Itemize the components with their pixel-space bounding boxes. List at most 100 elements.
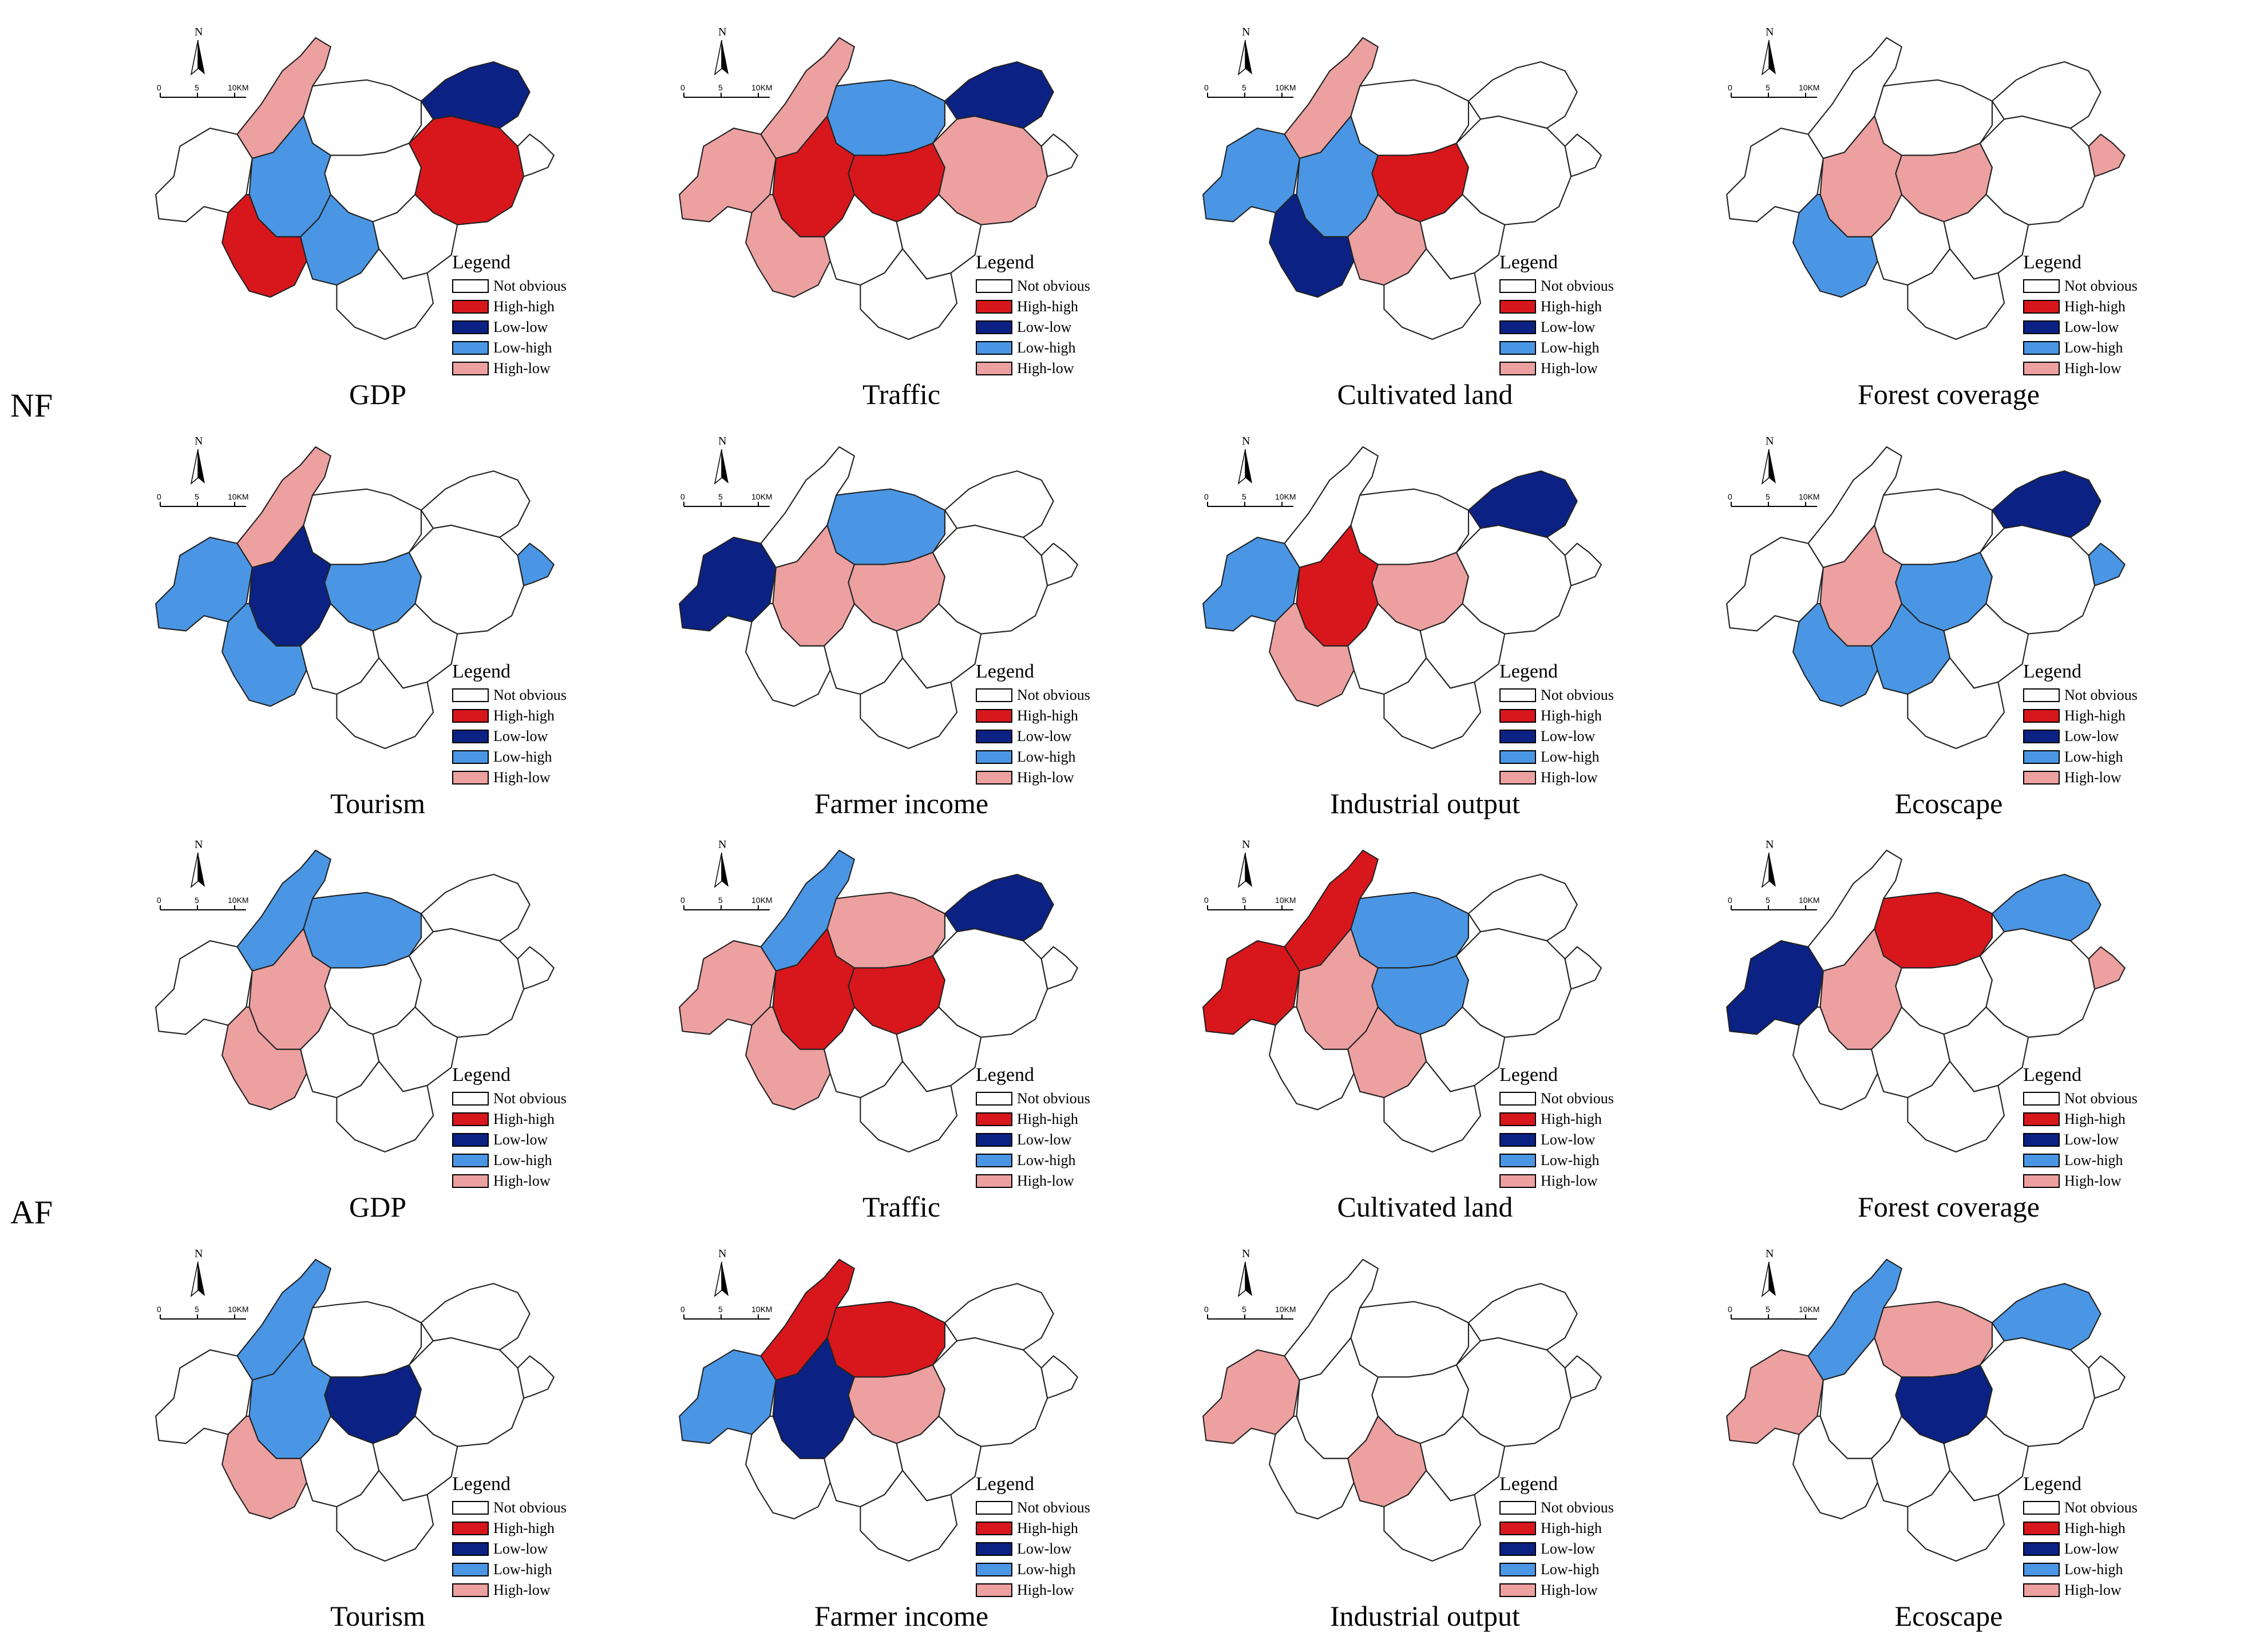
scale-label-5: 5 bbox=[1242, 1305, 1246, 1314]
district-map bbox=[1726, 1258, 2126, 1562]
legend-swatch bbox=[1499, 341, 1536, 355]
district-region bbox=[336, 248, 434, 340]
district-region bbox=[1874, 488, 1993, 565]
legend-item: Low-high bbox=[2023, 338, 2138, 358]
panel-title: Traffic bbox=[862, 378, 941, 410]
district-region bbox=[1383, 1060, 1482, 1153]
district-region bbox=[826, 79, 945, 156]
scale-label-0: 0 bbox=[680, 896, 685, 905]
north-arrow-scale-bar: N 0 5 10KM bbox=[1204, 1247, 1296, 1320]
legend-swatch bbox=[976, 750, 1012, 764]
north-label: N bbox=[718, 26, 726, 38]
district-region bbox=[517, 133, 555, 177]
district-region bbox=[1383, 248, 1482, 340]
legend-swatch bbox=[976, 300, 1012, 314]
legend-swatch bbox=[2023, 750, 2060, 764]
north-arrow-scale-bar: N 0 5 10KM bbox=[680, 26, 773, 98]
legend-title: Legend bbox=[1499, 661, 1558, 682]
legend-label: Not obvious bbox=[2064, 1499, 2138, 1516]
legend-title: Legend bbox=[2023, 1473, 2081, 1495]
legend-label: Low-low bbox=[1541, 728, 1596, 744]
district-map bbox=[1202, 1258, 1602, 1562]
legend-label: Not obvious bbox=[1017, 687, 1090, 703]
district-region bbox=[517, 542, 555, 587]
legend-label: Not obvious bbox=[1017, 1499, 1090, 1516]
legend-item: Low-low bbox=[1499, 726, 1614, 747]
legend-label: High-high bbox=[1017, 707, 1078, 724]
district-region bbox=[336, 1469, 434, 1562]
legend-swatch bbox=[1499, 1501, 1536, 1515]
north-label: N bbox=[1766, 838, 1774, 851]
district-region bbox=[303, 79, 422, 156]
scale-label-10: 10KM bbox=[751, 492, 773, 501]
panel-title: Forest coverage bbox=[1858, 378, 2040, 410]
legend-label: High-low bbox=[1017, 1172, 1074, 1189]
district-region bbox=[1040, 133, 1078, 177]
district-region bbox=[826, 1301, 945, 1378]
district-map bbox=[1202, 849, 1602, 1153]
legend-item: High-high bbox=[2023, 296, 2138, 317]
panel-title: Farmer income bbox=[814, 1600, 989, 1632]
scale-label-5: 5 bbox=[1766, 896, 1770, 905]
legend-label: High-low bbox=[1541, 360, 1598, 377]
north-arrow-scale-bar: N 0 5 10KM bbox=[157, 26, 249, 98]
legend-label: Not obvious bbox=[1541, 278, 1614, 294]
north-label: N bbox=[1766, 435, 1774, 447]
legend-label: Low-low bbox=[1017, 1540, 1072, 1557]
legend-item: High-low bbox=[1499, 358, 1614, 379]
scale-label-10: 10KM bbox=[1275, 492, 1296, 501]
legend-label: High-high bbox=[1541, 1111, 1602, 1127]
row-label-af: AF bbox=[10, 1194, 53, 1231]
legend-swatch bbox=[1499, 300, 1536, 314]
district-region bbox=[1907, 248, 2005, 340]
legend-label: High-high bbox=[2064, 1111, 2126, 1127]
legend-swatch bbox=[452, 362, 489, 375]
legend-label: High-low bbox=[1541, 1582, 1598, 1598]
legend-swatch bbox=[2023, 1501, 2060, 1515]
legend-item: High-high bbox=[452, 706, 567, 726]
legend-label: Low-low bbox=[1017, 1131, 1072, 1148]
legend-swatch bbox=[452, 300, 489, 314]
scale-label-10: 10KM bbox=[1275, 1305, 1296, 1314]
district-region bbox=[1874, 79, 1993, 156]
legend-swatch bbox=[976, 1542, 1012, 1556]
legend-item: Not obvious bbox=[452, 685, 567, 706]
legend-swatch bbox=[976, 1092, 1012, 1106]
legend-title: Legend bbox=[452, 661, 510, 682]
scale-label-5: 5 bbox=[195, 83, 199, 92]
legend-label: High-low bbox=[493, 1582, 551, 1598]
district-region bbox=[1564, 1355, 1602, 1399]
legend-swatch bbox=[452, 1583, 489, 1597]
legend-item: Low-low bbox=[976, 1539, 1090, 1559]
legend-item: Low-high bbox=[1499, 747, 1614, 767]
legend-label: Low-high bbox=[1541, 339, 1600, 356]
legend-label: High-high bbox=[493, 1111, 555, 1127]
legend-item: Not obvious bbox=[2023, 1088, 2138, 1109]
scale-label-5: 5 bbox=[1242, 492, 1246, 501]
legend-item: High-high bbox=[452, 1518, 567, 1539]
north-arrow-scale-bar: N 0 5 10KM bbox=[1728, 1247, 1820, 1320]
legend-title: Legend bbox=[452, 252, 510, 273]
legend-swatch bbox=[2023, 279, 2060, 293]
legend-label: Not obvious bbox=[1541, 1499, 1614, 1516]
legend-label: High-low bbox=[1017, 769, 1074, 786]
district-map bbox=[155, 1258, 555, 1562]
legend-title: Legend bbox=[976, 661, 1034, 682]
north-arrow-scale-bar: N 0 5 10KM bbox=[1728, 435, 1820, 507]
north-arrow-scale-bar: N 0 5 10KM bbox=[157, 1247, 249, 1320]
scale-label-10: 10KM bbox=[751, 1305, 773, 1314]
district-map bbox=[1202, 446, 1602, 750]
legend-swatch bbox=[1499, 1522, 1536, 1535]
scale-label-5: 5 bbox=[1766, 83, 1770, 92]
legend-label: High-low bbox=[2064, 1582, 2122, 1598]
map-panel: N 0 5 10KM Legend Not obvious High-high Low-low… bbox=[132, 11, 624, 412]
scale-label-5: 5 bbox=[718, 896, 723, 905]
scale-label-10: 10KM bbox=[228, 492, 249, 501]
legend-item: Low-low bbox=[1499, 1539, 1614, 1559]
legend-label: High-low bbox=[493, 360, 551, 377]
legend-label: High-high bbox=[1541, 1520, 1602, 1536]
legend-item: High-low bbox=[1499, 1171, 1614, 1191]
legend-label: Not obvious bbox=[1541, 687, 1614, 703]
north-arrow-scale-bar: N 0 5 10KM bbox=[1204, 26, 1296, 98]
district-region bbox=[303, 892, 422, 969]
